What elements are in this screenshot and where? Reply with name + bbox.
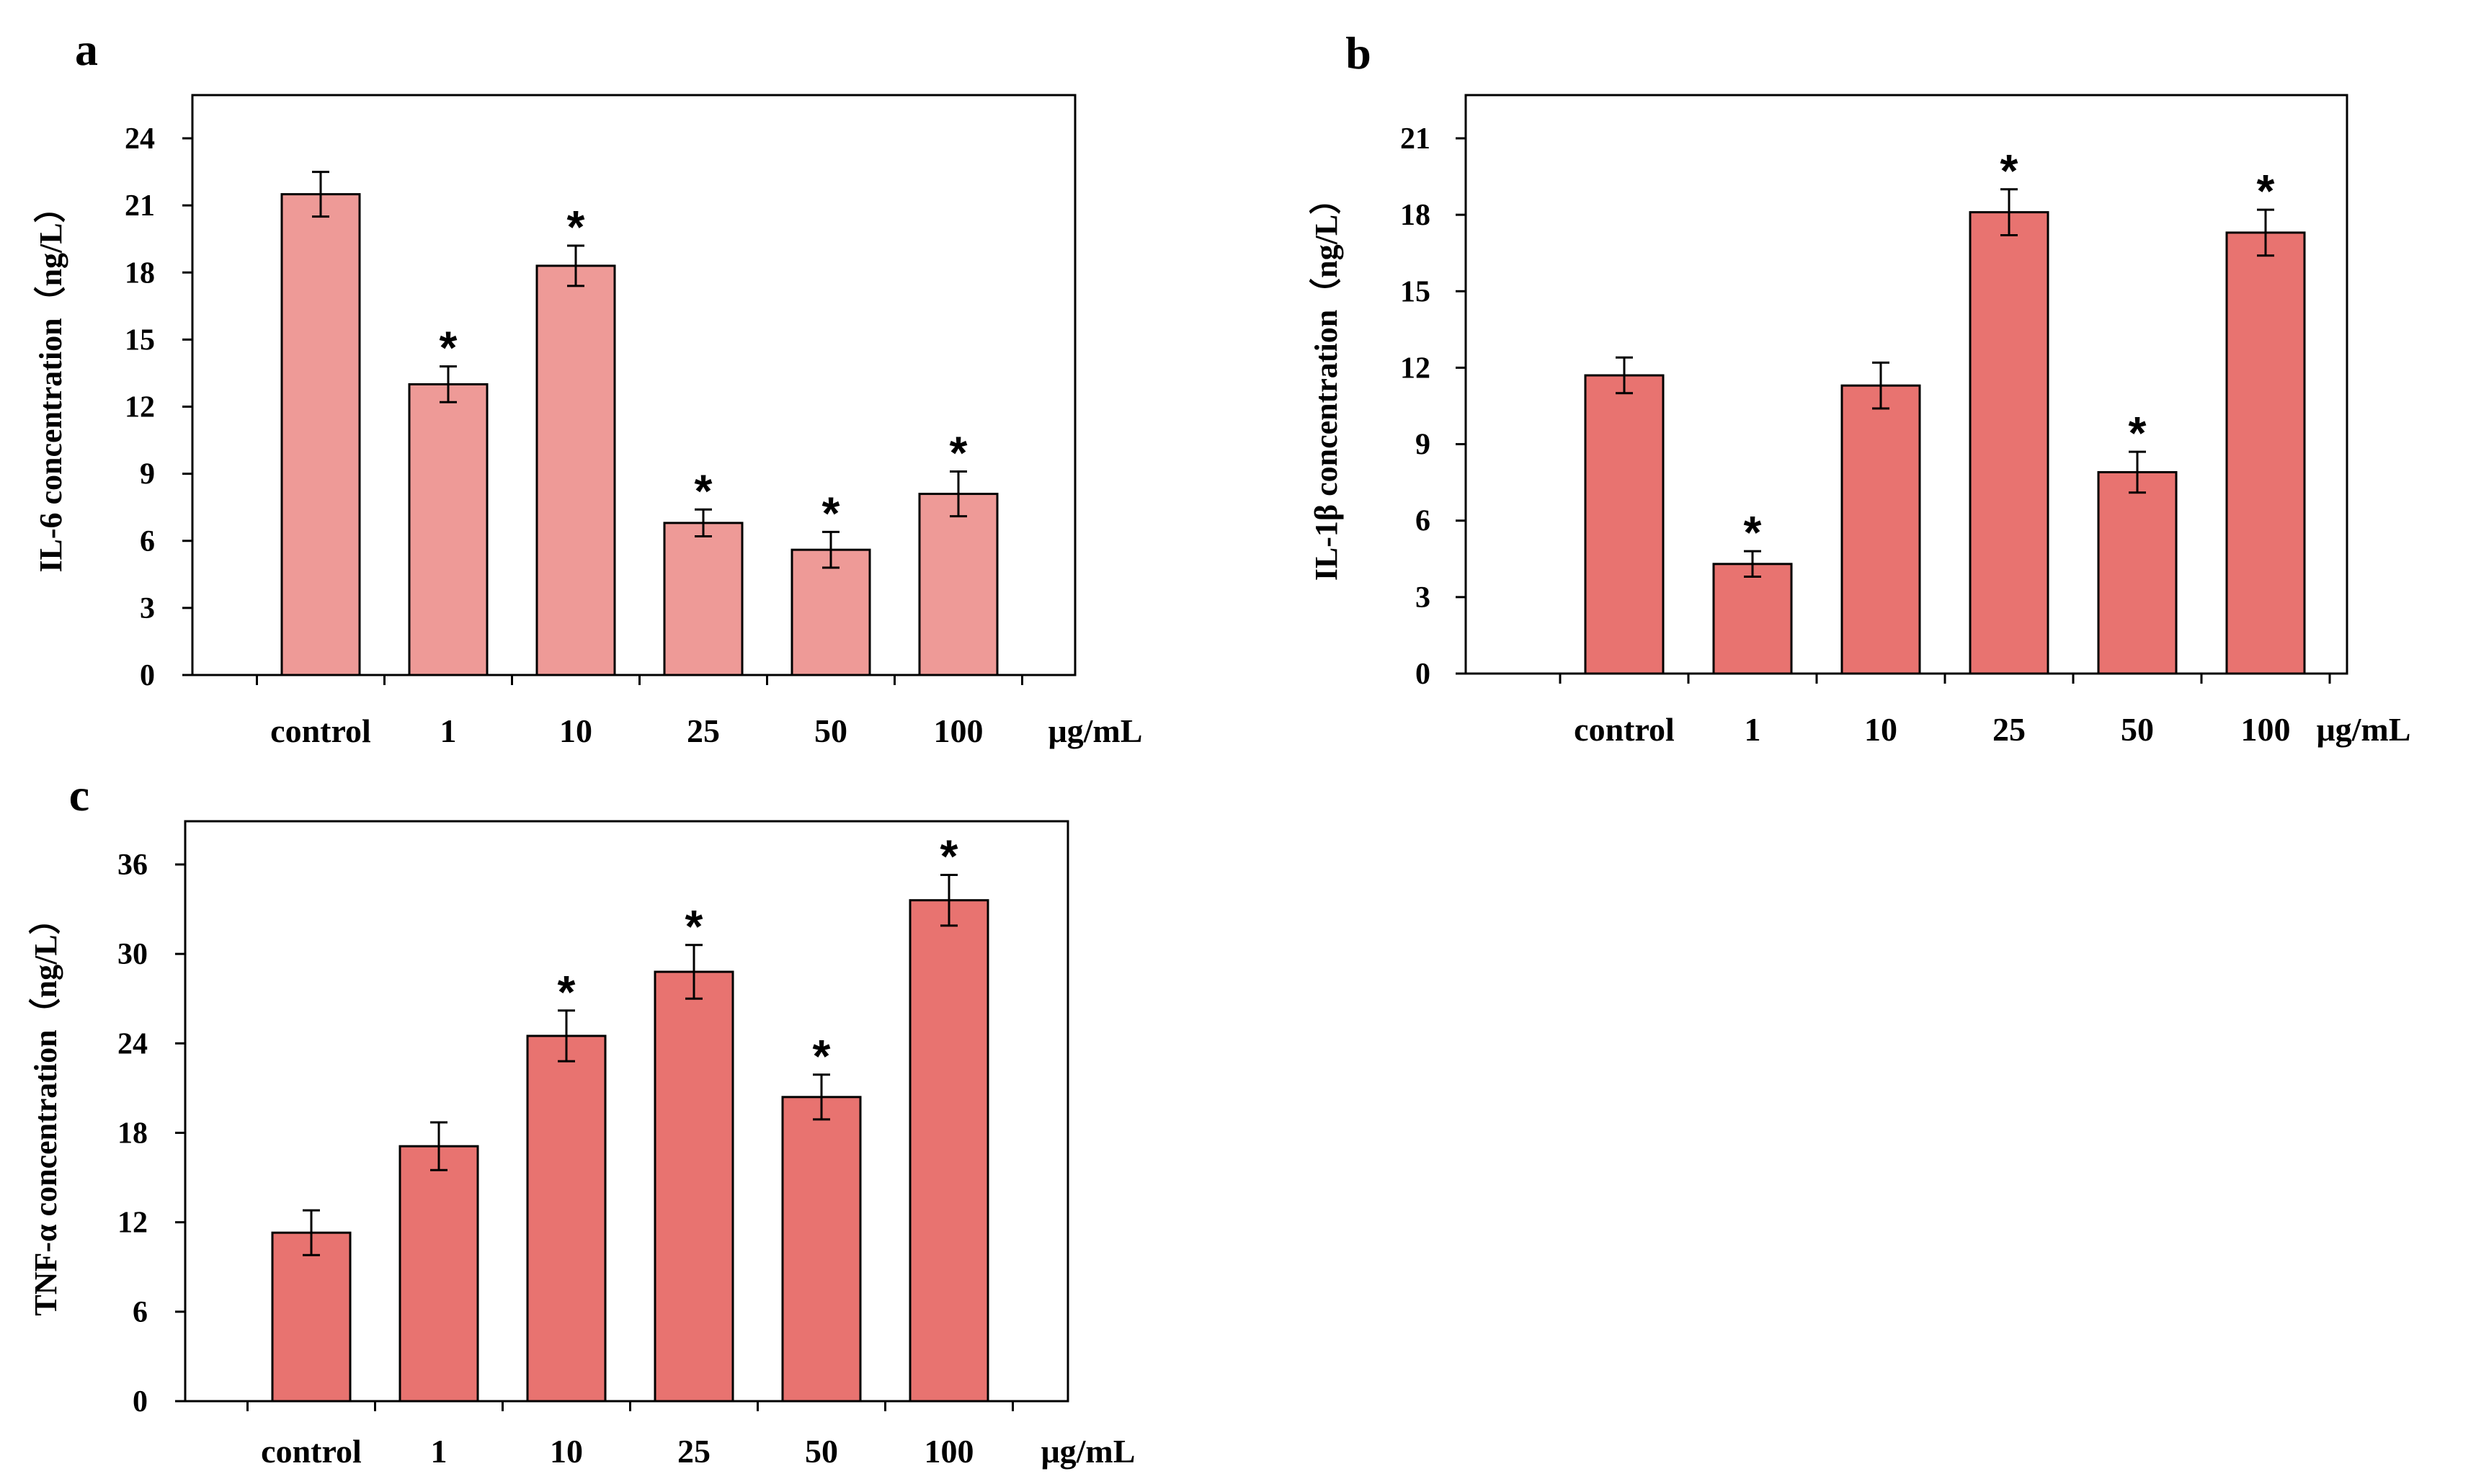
bar-50	[791, 548, 871, 676]
y-tick-label: 3	[140, 592, 155, 625]
y-tick-label: 15	[1400, 275, 1430, 308]
y-tick-label: 6	[140, 525, 155, 558]
significance-marker: *	[2000, 145, 2018, 197]
significance-marker: *	[685, 900, 703, 952]
y-tick-label: 15	[125, 323, 155, 357]
bar-25	[1969, 211, 2049, 675]
bar-1	[398, 1145, 479, 1403]
y-tick-label: 0	[140, 659, 155, 692]
x-tick-label: 100	[925, 1433, 974, 1470]
significance-marker: *	[950, 427, 968, 479]
significance-marker: *	[2129, 407, 2147, 459]
bar-10	[1840, 384, 1921, 675]
bar-control	[1584, 374, 1665, 675]
significance-marker: *	[558, 966, 576, 1018]
bar-control	[280, 193, 361, 676]
x-tick-label: control	[270, 712, 371, 749]
x-tick-label: 10	[1864, 711, 1897, 748]
significance-marker: *	[940, 830, 958, 882]
y-tick-label: 0	[133, 1385, 148, 1418]
plot-frame	[191, 94, 1077, 676]
y-tick-label: 12	[125, 391, 155, 424]
y-tick-label: 30	[117, 938, 148, 971]
y-tick-label: 6	[1415, 505, 1430, 538]
y-tick-label: 0	[1415, 658, 1430, 691]
y-tick-label: 12	[1400, 352, 1430, 385]
y-axis-title: TNF-α concentration（ng/L）	[28, 903, 63, 1315]
significance-marker: *	[695, 465, 713, 517]
x-tick-label: 25	[1992, 711, 2026, 748]
x-tick-label: 100	[2241, 711, 2291, 748]
y-tick-label: 18	[117, 1117, 148, 1150]
x-tick-label: 1	[440, 712, 457, 749]
y-tick-label: 9	[1415, 429, 1430, 462]
x-tick-label: control	[261, 1433, 362, 1470]
bar-25	[654, 970, 734, 1403]
significance-marker: *	[822, 487, 840, 539]
x-tick-label: 50	[805, 1433, 838, 1470]
y-tick-label: 36	[117, 849, 148, 882]
bar-25	[663, 522, 744, 676]
panel-letter: b	[1345, 27, 1371, 79]
bar-50	[2097, 470, 2178, 675]
bar-100	[909, 899, 989, 1403]
x-tick-label: 10	[550, 1433, 583, 1470]
bar-100	[918, 493, 999, 676]
significance-marker: *	[813, 1030, 831, 1082]
chart-panel-b: b 0 3 6 9 12 15 18 21 control * 1 10 * 25 * 50 * 100 μg/mL I…	[1309, 27, 2410, 748]
chart-panel-a: a 0 3 6 9 12 15 18 21 24 control * 1 * 10 * 25 * 50 * 100 μg/…	[33, 24, 1142, 749]
bar-10	[535, 264, 616, 676]
bar-50	[781, 1096, 862, 1403]
bar-1	[408, 383, 489, 676]
unit-label: μg/mL	[1048, 712, 1143, 749]
bar-1	[1712, 563, 1793, 675]
x-tick-label: 50	[2121, 711, 2154, 748]
x-tick-label: 100	[934, 712, 984, 749]
y-tick-label: 18	[1400, 199, 1430, 232]
x-tick-label: 25	[687, 712, 720, 749]
x-tick-label: 1	[1745, 711, 1761, 748]
significance-marker: *	[1744, 506, 1762, 558]
significance-marker: *	[440, 322, 458, 374]
y-tick-label: 12	[117, 1207, 148, 1240]
x-tick-label: 10	[559, 712, 592, 749]
x-tick-label: 1	[431, 1433, 447, 1470]
significance-marker: *	[2257, 165, 2275, 217]
significance-marker: *	[567, 201, 585, 253]
y-tick-label: 21	[125, 189, 155, 223]
chart-panel-c: c 0 6 12 18 24 30 36 control 1 * 10 * 25 * 50 * 100 μg/mL T…	[28, 769, 1135, 1470]
y-axis-title: IL-6 concentration（ng/L）	[33, 191, 68, 572]
y-tick-label: 24	[125, 122, 155, 156]
y-tick-label: 18	[125, 256, 155, 290]
y-tick-label: 3	[1415, 581, 1430, 614]
panel-letter: a	[75, 24, 98, 75]
y-tick-label: 9	[140, 458, 155, 491]
unit-label: μg/mL	[1041, 1433, 1136, 1470]
unit-label: μg/mL	[2317, 711, 2411, 748]
bar-100	[2225, 231, 2306, 675]
y-axis-title: IL-1β concentration（ng/L）	[1309, 183, 1344, 581]
x-tick-label: control	[1574, 711, 1675, 748]
bar-10	[526, 1034, 607, 1403]
panel-letter: c	[69, 769, 89, 821]
x-tick-label: 50	[814, 712, 847, 749]
plot-frame	[184, 820, 1069, 1403]
bar-control	[271, 1231, 352, 1403]
y-tick-label: 24	[117, 1027, 148, 1060]
x-tick-label: 25	[677, 1433, 711, 1470]
y-tick-label: 6	[133, 1296, 148, 1329]
y-tick-label: 21	[1400, 122, 1430, 156]
